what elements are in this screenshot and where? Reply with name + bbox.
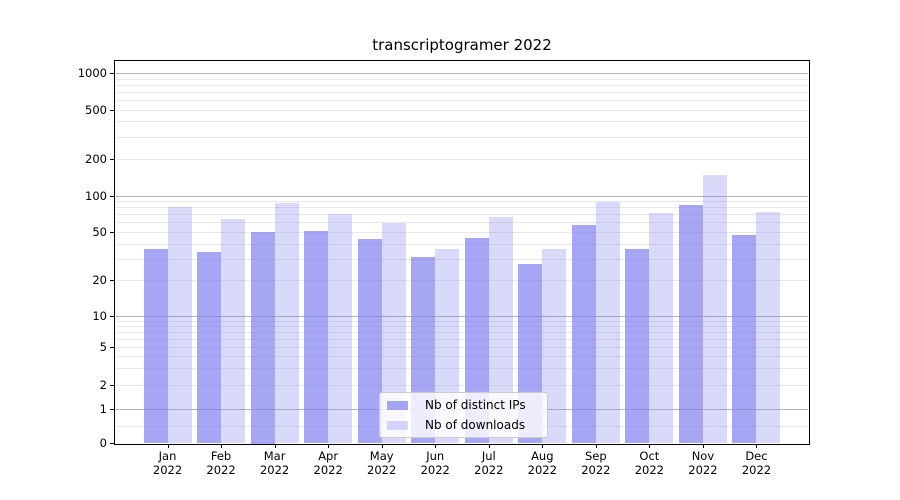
x-tick-label-line: 2022 [420, 463, 450, 477]
x-tick-label-line: Sep [585, 449, 607, 463]
x-tick-label-line: 2022 [634, 463, 665, 477]
x-tick-label-line: 2022 [688, 463, 718, 477]
x-tick-label: Apr 2022 [298, 449, 358, 477]
x-tick-label-line: 2022 [367, 463, 397, 477]
y-tick-label: 10 [92, 309, 107, 323]
x-tick-label-line: Jul [481, 449, 496, 463]
x-tick-label-line: 2022 [581, 463, 611, 477]
x-tick-label: Oct 2022 [619, 449, 679, 477]
legend: Nb of distinct IPs Nb of downloads [379, 392, 548, 438]
x-tick-label-line: 2022 [741, 463, 772, 477]
y-tick-label: 20 [92, 273, 107, 287]
x-tick-label-line: 2022 [474, 463, 504, 477]
x-tick-label: Dec 2022 [726, 449, 786, 477]
y-tick-label: 1000 [77, 66, 107, 80]
x-tick-label: Jul 2022 [459, 449, 519, 477]
x-tick-label-line: Mar [263, 449, 286, 463]
x-tick-label-line: Jan [158, 449, 177, 463]
x-tick-label-line: Dec [745, 449, 768, 463]
x-tick-label-line: Apr [318, 449, 339, 463]
x-tick-label: Sep 2022 [566, 449, 626, 477]
x-tick-label: Jan 2022 [138, 449, 198, 477]
y-tick-label: 50 [92, 225, 107, 239]
x-tick-label: Jun 2022 [405, 449, 465, 477]
x-tick-label-line: Nov [691, 449, 715, 463]
chart-title: transcriptogramer 2022 [372, 36, 552, 54]
y-tick-label: 2 [99, 378, 107, 392]
legend-swatch-distinct-ips [387, 400, 408, 410]
legend-label-distinct-ips: Nb of distinct IPs [425, 398, 526, 412]
x-tick-label-line: 2022 [206, 463, 236, 477]
y-tick-label: 5 [99, 340, 107, 354]
legend-swatch-downloads [387, 420, 408, 430]
x-tick-label-line: May [369, 449, 394, 463]
y-tick-label: 500 [85, 102, 107, 117]
x-tick-label-line: Aug [531, 449, 554, 463]
x-tick-label: May 2022 [352, 449, 412, 477]
x-tick-label-line: Oct [639, 449, 660, 463]
x-tick-label-line: 2022 [527, 463, 557, 477]
x-tick-label: Feb 2022 [191, 449, 251, 477]
x-tick-label: Nov 2022 [673, 449, 733, 477]
x-tick-label-line: 2022 [152, 463, 183, 477]
x-tick-label-line: 2022 [313, 463, 343, 477]
legend-row-distinct-ips: Nb of distinct IPs [380, 395, 547, 415]
x-tick-label: Aug 2022 [512, 449, 572, 477]
plot-area [114, 60, 810, 445]
legend-label-downloads: Nb of downloads [425, 418, 526, 432]
x-tick-label-line: Feb [210, 449, 232, 463]
x-tick-label: Mar 2022 [245, 449, 305, 477]
x-tick-label-line: Jun [426, 449, 445, 463]
y-tick-label: 100 [85, 188, 107, 203]
y-tick-label: 1 [99, 402, 107, 416]
y-tick-label: 0 [99, 436, 107, 450]
legend-row-downloads: Nb of downloads [380, 415, 547, 435]
x-tick-label-line: 2022 [259, 463, 290, 477]
y-tick-label: 200 [85, 151, 107, 166]
